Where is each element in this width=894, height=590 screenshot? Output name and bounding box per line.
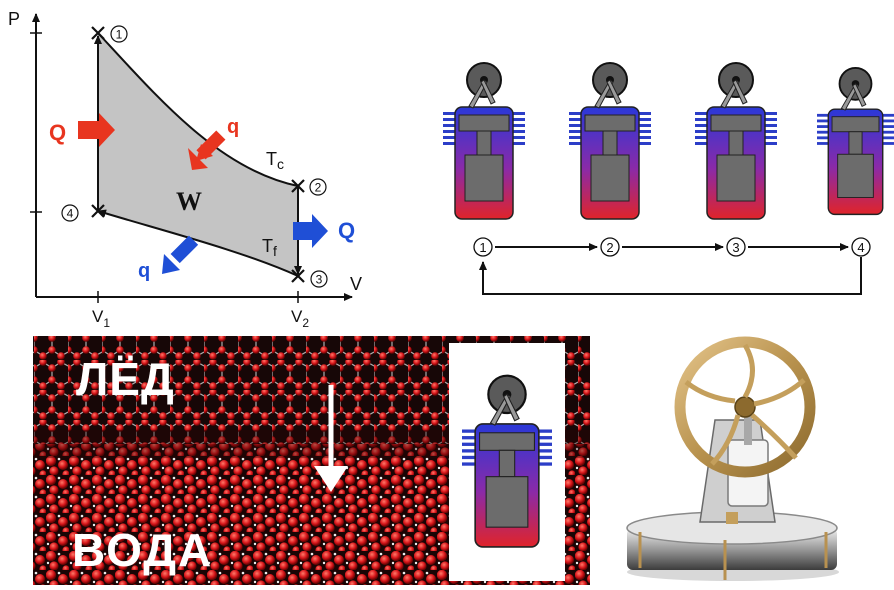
engine-stage-2 <box>569 62 651 220</box>
small-heat-in-arrow-head <box>188 148 208 170</box>
flywheel-hub <box>734 396 756 418</box>
ice-label: ЛЁД <box>76 353 175 405</box>
state-label-4: 4 <box>61 204 79 222</box>
melting-arrow-head <box>314 466 348 492</box>
water-label: ВОДА <box>72 524 213 576</box>
stirling-engine-model <box>626 336 839 581</box>
svg-text:1: 1 <box>116 28 123 42</box>
stage-label-1: 1 <box>473 237 493 257</box>
svg-text:2: 2 <box>606 240 613 255</box>
cycle-return-arrow <box>479 257 862 295</box>
state-marker-2 <box>291 179 305 193</box>
heat-out-label: Q <box>338 218 355 243</box>
state-marker-1 <box>91 26 105 40</box>
stage-label-3: 3 <box>726 237 746 257</box>
small-heat-in-label: q <box>227 116 239 138</box>
small-heat-in-arrow-shaft <box>196 130 226 160</box>
flywheel-spokes <box>684 343 806 466</box>
small-heat-out-arrow-shaft <box>170 235 199 264</box>
cold-isotherm-curve <box>97 209 299 277</box>
pv-diagram: P V V1 V2 1 2 3 4 <box>8 9 362 330</box>
svg-text:2: 2 <box>315 181 322 195</box>
hot-isotherm-label: Tc <box>266 149 284 172</box>
svg-text:4: 4 <box>857 240 864 255</box>
hot-isotherm-curve <box>97 32 299 187</box>
state-marker-4 <box>91 204 105 218</box>
v2-tick-label: V2 <box>291 307 309 330</box>
engine-stage-3 <box>695 62 777 220</box>
engine-stage-1 <box>443 62 525 220</box>
state-marker-3 <box>291 269 305 283</box>
flywheel-rim <box>674 336 816 478</box>
svg-text:3: 3 <box>732 240 739 255</box>
heat-in-label: Q <box>49 120 66 145</box>
heat-out-arrow <box>293 214 328 248</box>
engine-stage-4 <box>817 66 894 216</box>
p-axis-label: P <box>8 9 20 29</box>
state-label-2: 2 <box>309 178 327 196</box>
small-heat-out-arrow-head <box>162 254 180 274</box>
displacer-rod <box>744 405 752 445</box>
nameplate <box>726 512 738 524</box>
svg-text:3: 3 <box>316 273 323 287</box>
heat-in-arrow <box>78 113 115 147</box>
v-axis-label: V <box>350 274 362 294</box>
cold-isotherm-label: Tf <box>262 236 277 259</box>
small-heat-out-label: q <box>138 260 150 282</box>
v1-tick-label: V1 <box>92 307 110 330</box>
state-label-3: 3 <box>310 270 328 288</box>
state-label-1: 1 <box>110 25 128 43</box>
stage-label-4: 4 <box>851 237 871 257</box>
ice-water-panel: ЛЁД ВОДА <box>33 336 590 585</box>
stage-label-2: 2 <box>600 237 620 257</box>
engine-cycle: 1 2 3 4 <box>443 62 894 295</box>
work-label: W <box>176 187 202 216</box>
svg-text:1: 1 <box>479 240 486 255</box>
svg-text:4: 4 <box>67 207 74 221</box>
